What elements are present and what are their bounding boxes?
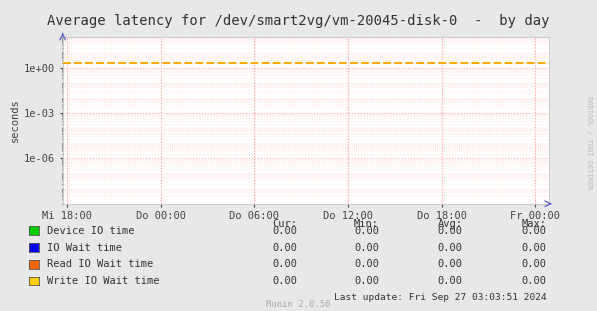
Text: 0.00: 0.00 — [272, 226, 297, 236]
Text: Max:: Max: — [521, 219, 546, 229]
Text: Write IO Wait time: Write IO Wait time — [47, 276, 159, 286]
Text: 0.00: 0.00 — [521, 259, 546, 269]
Text: 0.00: 0.00 — [438, 276, 463, 286]
Text: 0.00: 0.00 — [521, 226, 546, 236]
Text: Average latency for /dev/smart2vg/vm-20045-disk-0  -  by day: Average latency for /dev/smart2vg/vm-200… — [47, 14, 550, 28]
Text: 0.00: 0.00 — [354, 276, 379, 286]
Text: 0.00: 0.00 — [438, 243, 463, 253]
Text: 0.00: 0.00 — [354, 226, 379, 236]
Text: 0.00: 0.00 — [354, 259, 379, 269]
Text: 0.00: 0.00 — [521, 243, 546, 253]
Text: RRDTOOL / TOBI OETIKER: RRDTOOL / TOBI OETIKER — [586, 96, 592, 190]
Text: Cur:: Cur: — [272, 219, 297, 229]
Y-axis label: seconds: seconds — [10, 99, 20, 142]
Text: 0.00: 0.00 — [521, 276, 546, 286]
Text: IO Wait time: IO Wait time — [47, 243, 122, 253]
Text: 0.00: 0.00 — [272, 243, 297, 253]
Text: 0.00: 0.00 — [354, 243, 379, 253]
Text: Read IO Wait time: Read IO Wait time — [47, 259, 153, 269]
Text: Last update: Fri Sep 27 03:03:51 2024: Last update: Fri Sep 27 03:03:51 2024 — [334, 293, 546, 301]
Text: Munin 2.0.56: Munin 2.0.56 — [266, 299, 331, 309]
Text: Min:: Min: — [354, 219, 379, 229]
Text: Avg:: Avg: — [438, 219, 463, 229]
Text: 0.00: 0.00 — [272, 259, 297, 269]
Text: 0.00: 0.00 — [272, 276, 297, 286]
Text: 0.00: 0.00 — [438, 259, 463, 269]
Text: 0.00: 0.00 — [438, 226, 463, 236]
Text: Device IO time: Device IO time — [47, 226, 134, 236]
